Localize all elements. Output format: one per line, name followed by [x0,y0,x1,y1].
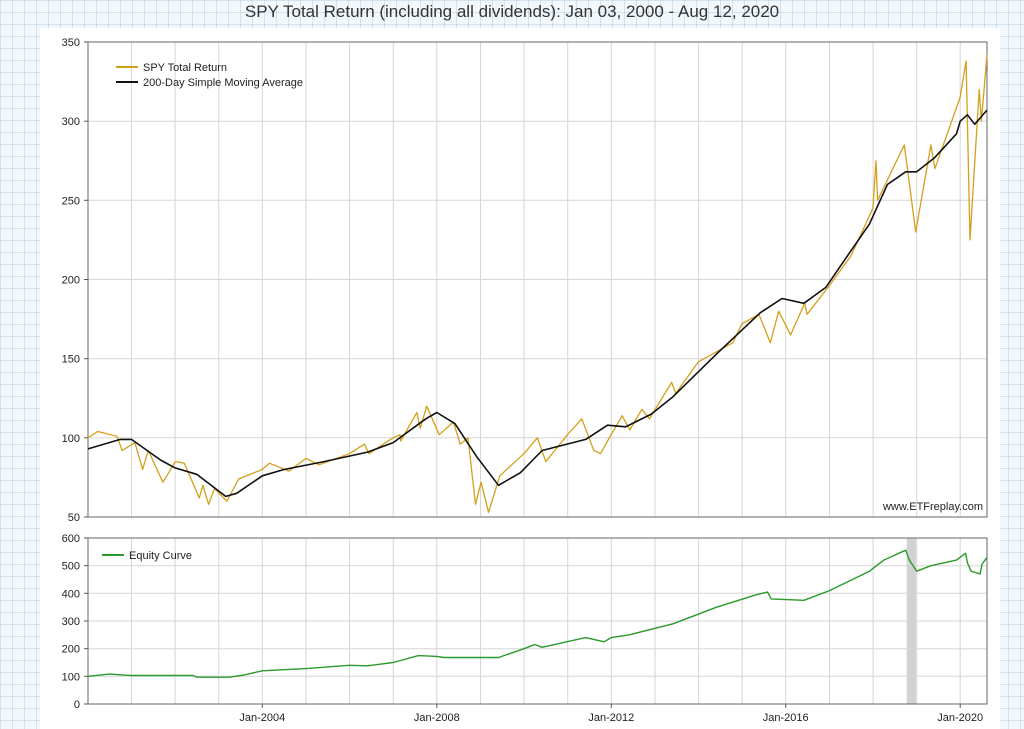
top-chart-y-axis: 50 100 150 200 250 300 350 [62,37,88,524]
bottom-chart-y-axis: 0 100 200 300 400 500 600 [62,533,88,711]
watermark-text: www.ETFreplay.com [882,501,983,513]
legend-label-equity-curve: Equity Curve [129,550,192,562]
legend-label-200-day-sma: 200-Day Simple Moving Average [143,77,303,89]
bottom-y-tick-label: 300 [62,616,80,628]
bottom-chart-grid [88,537,987,705]
x-tick-label: Jan-2004 [239,712,285,724]
top-y-tick-label: 250 [62,195,80,207]
top-chart-legend: SPY Total Return 200-Day Simple Moving A… [116,62,303,89]
bottom-chart-x-axis: Jan-2004 Jan-2008 Jan-2012 Jan-2016 Jan-2020 [239,704,983,724]
bottom-y-tick-label: 400 [62,588,80,600]
x-tick-label: Jan-2012 [588,712,634,724]
top-y-tick-label: 50 [68,512,80,524]
bottom-y-tick-label: 500 [62,561,80,573]
bottom-y-tick-label: 600 [62,533,80,545]
top-y-tick-label: 200 [62,275,80,287]
chart-title: SPY Total Return (including all dividend… [244,2,780,21]
chart-panel [40,28,1000,729]
bottom-chart-legend: Equity Curve [102,550,192,562]
top-y-tick-label: 350 [62,37,80,49]
top-y-tick-label: 150 [62,354,80,366]
top-y-tick-label: 100 [62,433,80,445]
top-y-tick-label: 300 [62,116,80,128]
legend-label-spy-total-return: SPY Total Return [143,62,227,74]
bottom-y-tick-label: 100 [62,671,80,683]
x-tick-label: Jan-2016 [763,712,809,724]
top-chart-grid [88,41,987,518]
series-line-equity-curve [87,549,988,678]
series-line-200-day-sma [87,109,988,498]
series-line-spy-total-return [87,54,988,513]
bottom-y-tick-label: 0 [74,699,80,711]
x-tick-label: Jan-2020 [937,712,983,724]
bottom-y-tick-label: 200 [62,644,80,656]
x-tick-label: Jan-2008 [414,712,460,724]
